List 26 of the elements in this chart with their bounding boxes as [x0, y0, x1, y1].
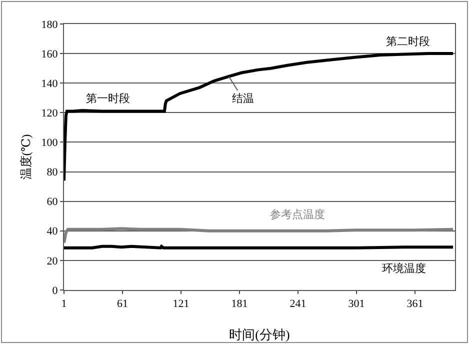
line-series: [64, 227, 455, 244]
x-axis-title: 时间(分钟): [229, 327, 290, 342]
x-tick-label: 241: [290, 298, 306, 310]
y-tick-label: 80: [46, 166, 58, 179]
y-tick-label: 140: [41, 78, 58, 90]
x-tick-label: 1: [61, 298, 67, 310]
series-label: 结温: [232, 92, 254, 105]
y-tick-label: 160: [41, 48, 58, 60]
annotation: 第二时段: [386, 35, 430, 48]
y-tick-label: 100: [41, 137, 58, 150]
series-label: 环境温度: [382, 262, 426, 275]
line-series: [64, 52, 455, 182]
x-tick-label: 301: [348, 298, 365, 310]
y-tick-label: 120: [41, 108, 58, 120]
y-tick-label: 60: [46, 196, 58, 208]
y-tick-label: 180: [41, 18, 58, 31]
y-tick-label: 40: [46, 226, 58, 238]
x-tick-label: 181: [231, 298, 248, 310]
annotation: 第一时段: [86, 92, 130, 105]
y-tick-label: 0: [52, 284, 58, 297]
x-tick-label: 121: [172, 298, 190, 310]
y-tick-label: 20: [46, 255, 58, 268]
x-tick-label: 361: [406, 298, 424, 310]
x-tick-label: 61: [117, 298, 128, 310]
series-label: 参考点温度: [270, 208, 325, 221]
y-axis-title: 温度(℃): [19, 134, 33, 180]
